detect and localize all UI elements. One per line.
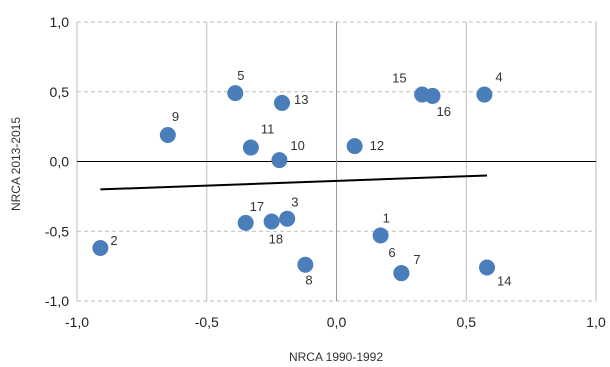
x-tick-label: 0,0 — [327, 314, 347, 330]
data-point-3 — [279, 210, 296, 227]
data-point-12 — [346, 138, 363, 155]
x-tick-label: -1,0 — [65, 314, 89, 330]
data-points — [92, 85, 496, 282]
x-tick-label: 1,0 — [586, 314, 606, 330]
point-label-10: 10 — [290, 138, 304, 153]
point-label-15: 15 — [392, 71, 406, 86]
data-point-14 — [479, 259, 496, 276]
data-point-13 — [274, 94, 291, 111]
axes — [77, 22, 596, 301]
point-label-17: 17 — [250, 199, 264, 214]
x-axis-title: NRCA 1990-1992 — [289, 350, 383, 364]
x-tick-label: 0,5 — [457, 314, 477, 330]
point-label-2: 2 — [110, 233, 117, 248]
point-label-9: 9 — [172, 109, 179, 124]
tick-labels: -1,0 -0,5 0,0 0,5 1,0 -1,0 -0,5 0,0 0,5 1,0 — [45, 14, 606, 330]
y-tick-label: -0,5 — [45, 223, 69, 239]
point-label-11: 11 — [261, 122, 275, 137]
point-label-12: 12 — [370, 138, 384, 153]
data-point-8 — [297, 256, 314, 273]
point-label-13: 13 — [294, 92, 308, 107]
y-tick-label: 0,5 — [50, 84, 70, 100]
y-axis-title: NRCA 2013-2015 — [9, 117, 23, 211]
data-point-10 — [271, 152, 288, 169]
data-point-7 — [393, 265, 410, 282]
data-point-4 — [476, 86, 493, 103]
point-label-16: 16 — [437, 104, 451, 119]
data-point-2 — [92, 239, 109, 256]
point-label-8: 8 — [305, 273, 312, 288]
data-point-17 — [237, 214, 254, 231]
data-point-18 — [263, 213, 280, 230]
point-label-7: 7 — [413, 252, 420, 267]
data-point-11 — [242, 139, 259, 156]
data-point-1 — [372, 227, 389, 244]
trendline-group — [100, 174, 488, 191]
y-tick-label: 0,0 — [50, 154, 70, 170]
point-label-18: 18 — [269, 231, 283, 246]
x-tick-label: -0,5 — [195, 314, 219, 330]
point-label-3: 3 — [291, 195, 298, 210]
data-point-5 — [227, 85, 244, 102]
data-point-9 — [159, 126, 176, 143]
point-label-6: 6 — [388, 245, 395, 260]
data-point-16 — [424, 87, 441, 104]
point-label-5: 5 — [237, 68, 244, 83]
point-label-14: 14 — [497, 274, 511, 289]
point-label-1: 1 — [383, 210, 390, 225]
trendline — [100, 174, 488, 191]
point-label-4: 4 — [495, 70, 502, 85]
y-tick-label: 1,0 — [50, 14, 70, 30]
y-tick-label: -1,0 — [45, 293, 69, 309]
